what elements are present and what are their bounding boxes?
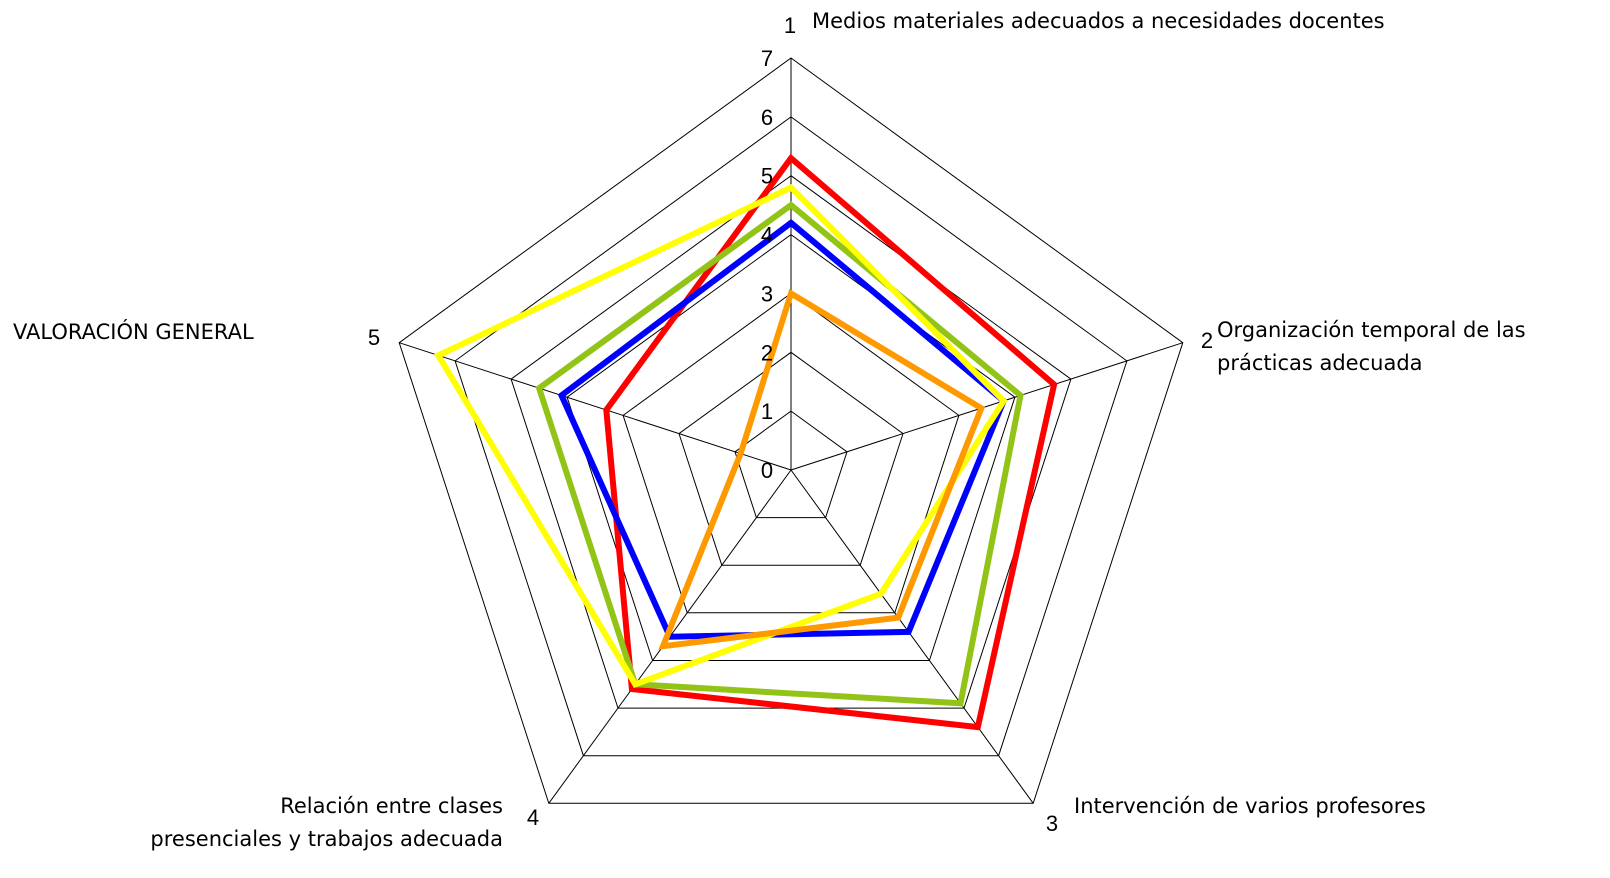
tick-label: 2	[761, 340, 773, 365]
axis-category-label-line: VALORACIÓN GENERAL	[13, 319, 254, 344]
tick-label: 7	[761, 46, 773, 71]
tick-label: 1	[761, 399, 773, 424]
series-line	[658, 288, 986, 650]
grid-ring	[678, 351, 904, 566]
axis-category-label: Relación entre clases presenciales y trab…	[150, 794, 503, 851]
axis-spoke	[399, 342, 792, 471]
tick-label: 3	[761, 281, 773, 306]
axis-category-label-line: Intervención de varios profesores	[1074, 794, 1426, 818]
axis-category-label: Medios materiales adecuados a necesidade…	[812, 9, 1385, 33]
axis-category-label: VALORACIÓN GENERAL	[13, 319, 254, 344]
axis-category-label-line: prácticas adecuada	[1217, 351, 1423, 375]
series-line	[603, 153, 1058, 731]
series-line	[535, 201, 1024, 707]
axis-number: 1	[784, 13, 796, 38]
grid-ring	[622, 292, 960, 614]
axis-category-label-line: Medios materiales adecuados a necesidade…	[812, 9, 1385, 33]
axis-category-label-line: Relación entre clases	[280, 794, 503, 818]
axis-number: 5	[368, 325, 380, 350]
axis-spoke	[790, 469, 1034, 804]
axis-category-label-line: presenciales y trabajos adecuada	[150, 827, 503, 851]
axis-category-label: Organización temporal de las prácticas ad…	[1217, 318, 1526, 375]
grid-ring	[398, 57, 1184, 804]
radar-series-layer	[434, 153, 1058, 731]
tick-label: 4	[761, 223, 773, 248]
tick-label: 0	[761, 458, 773, 483]
tick-label: 5	[761, 164, 773, 189]
axis-number: 4	[527, 805, 539, 830]
axis-category-label-line: Organización temporal de las	[1217, 318, 1526, 342]
series-line	[557, 218, 1008, 640]
tick-label: 6	[761, 105, 773, 130]
axis-spoke	[790, 342, 1183, 471]
axis-category-label: Intervención de varios profesores	[1074, 794, 1426, 818]
axis-number: 3	[1046, 811, 1058, 836]
series-line	[434, 183, 1008, 688]
grid-ring	[566, 233, 1016, 661]
axis-number: 2	[1201, 328, 1213, 353]
